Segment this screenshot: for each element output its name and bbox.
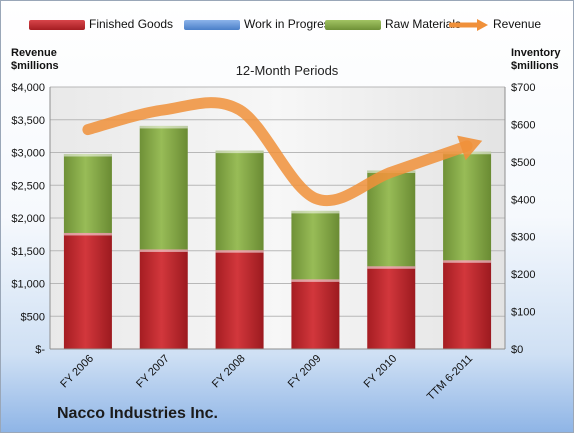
x-axis-tick-label: FY 2009 xyxy=(286,353,324,391)
bars xyxy=(63,125,492,349)
left-axis-tick-label: $500 xyxy=(21,311,45,323)
bar-finished-goods xyxy=(367,266,416,349)
legend-swatch-revenue xyxy=(448,18,488,31)
legend-item-finished-goods: Finished Goods xyxy=(29,15,173,33)
legend-item-revenue: Revenue xyxy=(448,15,542,33)
left-axis-tick-label: $1,500 xyxy=(11,246,45,258)
x-axis-tick-label: FY 2008 xyxy=(210,353,248,391)
bar-finished-goods xyxy=(215,250,264,349)
right-axis-tick-label: $500 xyxy=(511,157,535,169)
right-axis-title: Inventory $millions xyxy=(511,47,561,73)
bar-raw-materials xyxy=(63,153,112,233)
legend-label-raw-materials: Raw Materials xyxy=(385,17,462,31)
bar-top-highlight xyxy=(291,210,340,214)
legend-label-revenue: Revenue xyxy=(493,17,542,31)
bar-top-highlight xyxy=(139,125,188,129)
bar-raw-materials xyxy=(291,210,340,280)
left-axis-tick-label: $2,500 xyxy=(11,180,45,192)
bar-top-highlight xyxy=(215,250,264,253)
left-axis-tick-label: $3,500 xyxy=(11,115,45,127)
left-axis-tick-label: $3,000 xyxy=(11,148,45,160)
bar-top-highlight xyxy=(443,260,492,263)
right-axis-tick-label: $200 xyxy=(511,269,535,281)
legend-item-work-in-progress: Work in Progress xyxy=(184,15,336,33)
right-axis-tick-label: $0 xyxy=(511,344,523,356)
left-axis-title-line2: $millions xyxy=(11,60,59,72)
revenue-line-layer xyxy=(82,97,483,206)
right-axis-tick-label: $300 xyxy=(511,232,535,244)
bar-top-highlight xyxy=(291,279,340,282)
bar-top-highlight xyxy=(367,266,416,269)
bar-raw-materials xyxy=(367,170,416,267)
bar-finished-goods xyxy=(139,249,188,349)
bar-raw-materials xyxy=(443,151,492,261)
left-axis-tick-label: $4,000 xyxy=(11,82,45,94)
legend-swatch-finished-goods xyxy=(29,19,85,30)
right-axis-title-line1: Inventory xyxy=(511,47,561,59)
right-axis-tick-label: $700 xyxy=(511,82,535,94)
left-axis-tick-label: $1,000 xyxy=(11,279,45,291)
legend-swatch-work-in-progress xyxy=(184,19,240,30)
bar-top-highlight xyxy=(63,232,112,236)
right-axis-tick-label: $400 xyxy=(511,194,535,206)
left-axis-tick-label: $2,000 xyxy=(11,213,45,225)
chart-subtitle: 12-Month Periods xyxy=(235,63,339,78)
legend-item-raw-materials: Raw Materials xyxy=(325,15,461,33)
right-axis-title-line2: $millions xyxy=(511,60,559,72)
x-axis-tick-label: TTM 6-2011 xyxy=(425,353,475,403)
right-axis-tick-label: $600 xyxy=(511,119,535,131)
bar-top-highlight xyxy=(139,249,188,252)
legend-swatch-raw-materials xyxy=(325,19,381,30)
x-axis-tick-label: FY 2010 xyxy=(362,353,400,391)
bar-top-highlight xyxy=(215,150,264,154)
x-axis-tick-label: FY 2007 xyxy=(134,353,172,391)
right-axis-tick-label: $100 xyxy=(511,307,535,319)
legend-label-work-in-progress: Work in Progress xyxy=(244,17,336,31)
bar-finished-goods xyxy=(63,232,112,349)
bar-finished-goods xyxy=(291,279,340,349)
left-axis-tick-label: $- xyxy=(35,344,45,356)
left-axis-title-line1: Revenue xyxy=(11,47,57,59)
legend-label-finished-goods: Finished Goods xyxy=(89,17,174,31)
bar-raw-materials xyxy=(139,125,188,250)
revenue-arrowhead xyxy=(457,135,483,161)
bar-top-highlight xyxy=(63,153,112,157)
bar-raw-materials xyxy=(215,150,264,251)
company-name: Nacco Industries Inc. xyxy=(57,405,218,422)
left-axis-title: Revenue $millions xyxy=(11,47,59,73)
x-axis-tick-label: FY 2006 xyxy=(58,353,96,391)
bar-finished-goods xyxy=(443,260,492,349)
